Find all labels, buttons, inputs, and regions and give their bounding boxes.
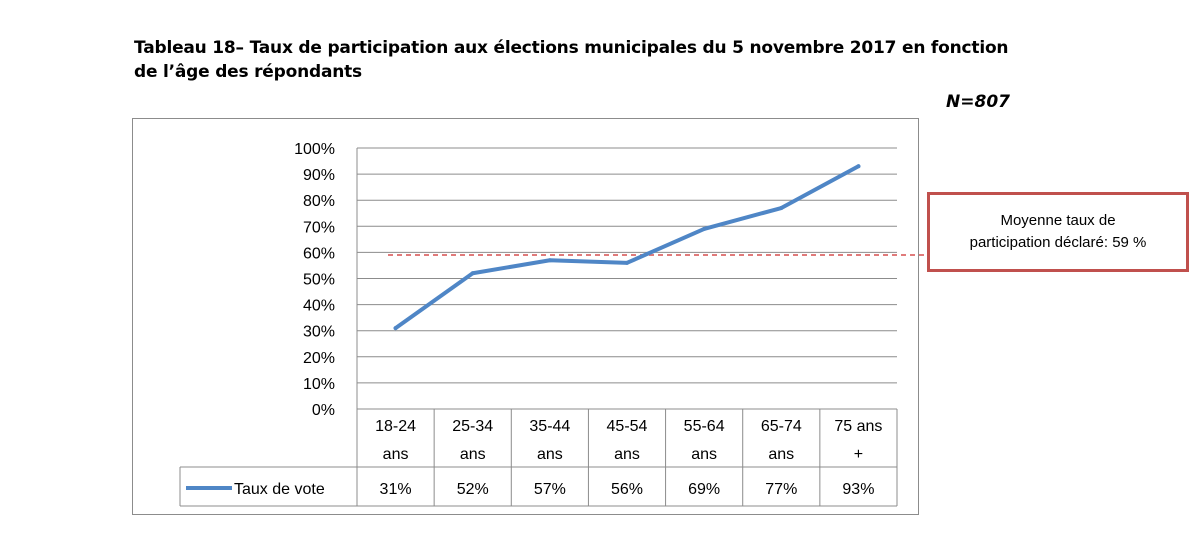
y-tick-label: 10% (303, 376, 335, 393)
category-label: 55-64 (684, 418, 725, 435)
data-point (393, 326, 398, 331)
y-tick-label: 50% (303, 272, 335, 289)
title-line-1: Tableau 18– Taux de participation aux él… (134, 38, 1009, 58)
category-label-line2: + (854, 446, 863, 463)
data-point (470, 271, 475, 276)
y-tick-label: 80% (303, 193, 335, 210)
category-label: 65-74 (761, 418, 802, 435)
data-value-label: 56% (611, 481, 643, 498)
data-value-label: 77% (765, 481, 797, 498)
data-point (779, 206, 784, 211)
data-point (547, 258, 552, 263)
legend-series-label: Taux de vote (234, 481, 325, 498)
category-label: 35-44 (529, 418, 570, 435)
data-value-label: 31% (380, 481, 412, 498)
data-value-label: 52% (457, 481, 489, 498)
y-tick-label: 40% (303, 298, 335, 315)
data-value-label: 69% (688, 481, 720, 498)
chart-frame (132, 118, 919, 515)
category-label-line2: ans (383, 446, 409, 463)
y-tick-label: 0% (312, 402, 335, 419)
average-callout: Moyenne taux de participation déclaré: 5… (927, 192, 1189, 272)
series-line-taux-de-vote (393, 164, 861, 331)
y-tick-label: 30% (303, 324, 335, 341)
chart-title: Tableau 18– Taux de participation aux él… (134, 36, 1034, 84)
y-tick-label: 100% (294, 141, 335, 158)
data-point (625, 260, 629, 265)
callout-line-1: Moyenne taux de (1000, 212, 1116, 229)
callout-line-2: participation déclaré: 59 % (969, 234, 1147, 251)
category-label-line2: ans (614, 446, 640, 463)
category-label-line2: ans (768, 446, 794, 463)
category-label-line2: ans (460, 446, 486, 463)
y-tick-label: 90% (303, 167, 335, 184)
category-label: 18-24 (375, 418, 416, 435)
y-tick-label: 20% (303, 350, 335, 367)
category-label: 75 ans (834, 418, 882, 435)
title-line-2: de l’âge des répondants (134, 62, 362, 82)
category-label: 45-54 (607, 418, 648, 435)
sample-size-label: N=807 (946, 92, 1010, 112)
category-label-line2: ans (537, 446, 563, 463)
data-point (702, 226, 707, 231)
category-label: 25-34 (452, 418, 493, 435)
y-tick-label: 70% (303, 219, 335, 236)
y-tick-label: 60% (303, 245, 335, 262)
category-label-line2: ans (691, 446, 717, 463)
data-value-label: 93% (842, 481, 874, 498)
data-value-label: 57% (534, 481, 566, 498)
data-point (856, 164, 861, 169)
